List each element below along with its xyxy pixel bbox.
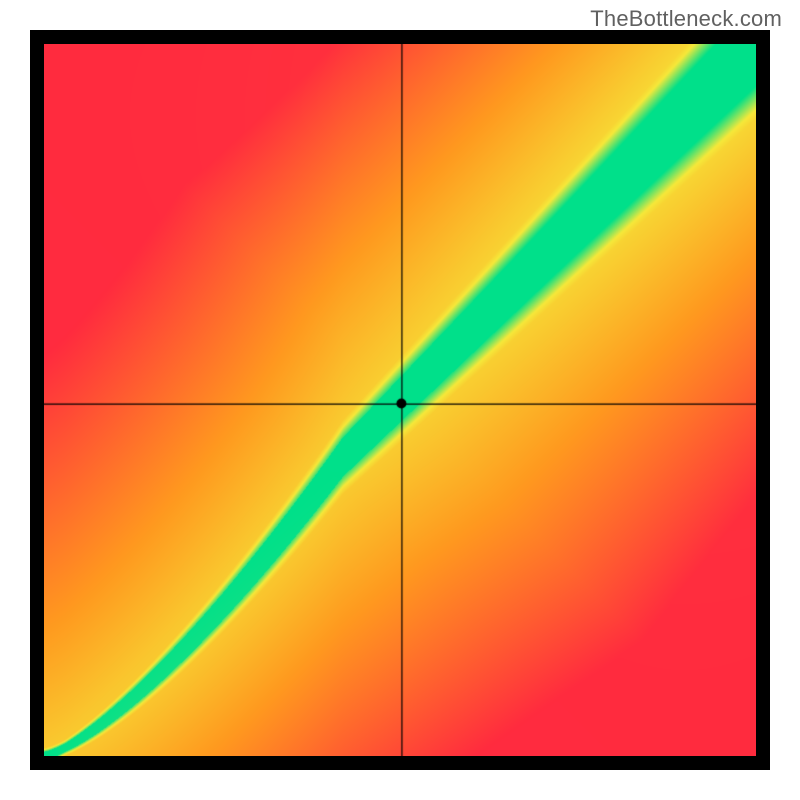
watermark-text: TheBottleneck.com [590,6,782,32]
chart-frame [30,30,770,770]
heatmap-canvas [44,44,756,756]
chart-stage: { "watermark": { "text": "TheBottleneck.… [0,0,800,800]
